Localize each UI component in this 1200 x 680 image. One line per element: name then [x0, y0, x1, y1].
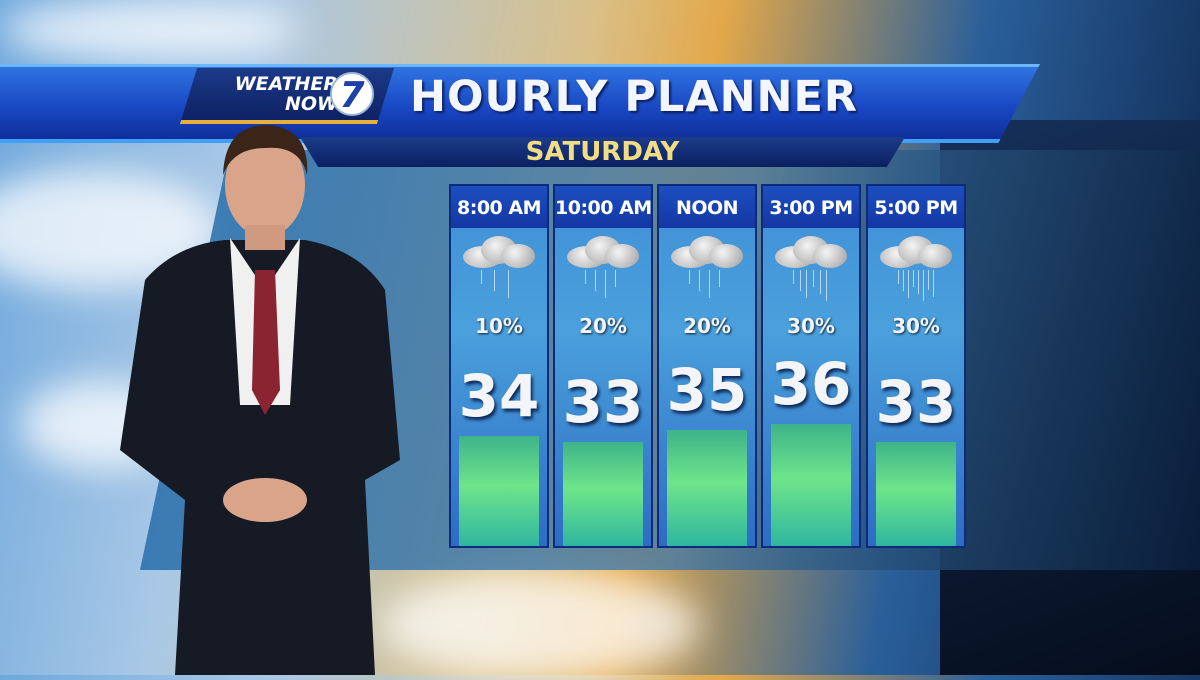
precip-chance: 10%: [475, 314, 523, 338]
forecast-time: 5:00 PM: [868, 186, 964, 228]
rain-drop: [903, 270, 904, 291]
presenter-hands: [223, 478, 307, 522]
temperature: 33: [562, 368, 644, 436]
rain-cloud-icon: [463, 236, 535, 268]
forecast-time: 3:00 PM: [763, 186, 859, 228]
rain-cloud-icon: [671, 236, 743, 268]
day-label: SATURDAY: [525, 137, 680, 167]
rain-drop: [605, 270, 606, 298]
presenter-head: [225, 133, 305, 237]
temperature: 36: [770, 350, 852, 418]
forecast-column: 3:00 PM 30% 36: [761, 184, 861, 548]
temperature: 33: [875, 368, 957, 436]
rain-drop: [908, 270, 909, 298]
rain-drop: [923, 270, 924, 301]
forecast-column: 5:00 PM 30% 33: [866, 184, 966, 548]
rain-drop: [819, 270, 821, 294]
rain-drop: [928, 270, 929, 290]
temperature: 35: [666, 356, 748, 424]
forecast-column: NOON 20% 35: [657, 184, 757, 548]
rain-cloud-icon: [880, 236, 952, 268]
rain-drop: [689, 270, 690, 284]
rain-drop: [913, 270, 914, 287]
presenter-hair: [223, 125, 308, 175]
rain-drop: [793, 270, 794, 284]
precip-chance: 30%: [787, 314, 835, 338]
rain-drop: [699, 270, 700, 291]
rain-cloud-icon: [775, 236, 847, 268]
rain-drop: [826, 270, 828, 301]
precip-chance: 30%: [892, 314, 940, 338]
temp-bar: [667, 430, 747, 546]
forecast-column: 10:00 AM 20% 33: [553, 184, 653, 548]
rain-drop: [595, 270, 596, 291]
temp-bar: [771, 424, 851, 546]
rain-drop: [898, 270, 899, 284]
day-band: SATURDAY: [300, 137, 905, 167]
presenter-tie: [252, 270, 280, 415]
presenter: [120, 125, 400, 675]
background-cloud: [0, 0, 300, 60]
channel-7-icon: 7: [330, 72, 374, 116]
precip-chance: 20%: [579, 314, 627, 338]
temperature: 34: [458, 362, 540, 430]
precip-chance: 20%: [683, 314, 731, 338]
presenter-suit: [120, 240, 400, 675]
rain-drop: [806, 270, 808, 298]
temp-bar: [876, 442, 956, 546]
background-cloud: [380, 570, 700, 680]
page-title: HOURLY PLANNER: [410, 72, 859, 122]
forecast-time: 10:00 AM: [555, 186, 651, 228]
rain-drop: [481, 270, 482, 284]
rain-drop: [507, 270, 509, 298]
forecast-time: NOON: [659, 186, 755, 228]
rain-drop: [719, 270, 720, 287]
rain-drop: [494, 270, 496, 291]
logo-text: WEATHER NOW: [234, 73, 338, 115]
rain-drop: [813, 270, 814, 287]
rain-cloud-icon: [567, 236, 639, 268]
station-logo: WEATHER NOW 7: [180, 68, 394, 124]
temp-bar: [563, 442, 643, 546]
forecast-column: 8:00 AM 10% 34: [449, 184, 549, 548]
presenter-neck: [245, 225, 285, 250]
forecast-time: 8:00 AM: [451, 186, 547, 228]
rain-drop: [585, 270, 586, 284]
rain-drop: [709, 270, 710, 298]
rain-drop: [933, 270, 934, 297]
temp-bar: [459, 436, 539, 546]
rain-drop: [918, 270, 919, 294]
rain-drop: [615, 270, 616, 287]
rain-drop: [799, 270, 801, 291]
